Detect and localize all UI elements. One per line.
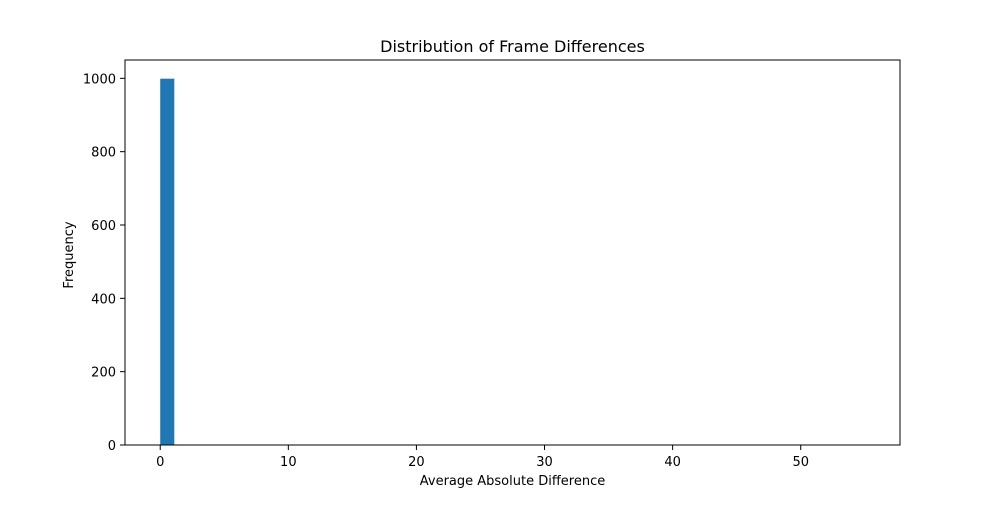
x-axis-ticks: 0 10 20 30 40 50 [156, 445, 809, 470]
x-tick-label: 50 [792, 455, 809, 470]
bars-layer [160, 78, 175, 445]
y-tick-label: 0 [108, 439, 116, 454]
x-tick-label: 0 [156, 455, 164, 470]
y-tick-label: 200 [91, 366, 116, 381]
plot-area-frame [124, 59, 901, 446]
y-tick-label: 1000 [83, 72, 116, 87]
x-tick-label: 40 [664, 455, 681, 470]
x-axis-label: Average Absolute Difference [420, 474, 606, 489]
y-axis-label: Frequency [62, 221, 77, 288]
x-tick-label: 20 [408, 455, 425, 470]
y-tick-label: 600 [91, 219, 116, 234]
y-tick-label: 400 [91, 292, 116, 307]
x-tick-label: 10 [280, 455, 297, 470]
y-tick-label: 800 [91, 146, 116, 161]
y-axis-ticks: 0 200 400 600 800 1000 [83, 72, 125, 454]
chart-title: Distribution of Frame Differences [380, 37, 645, 56]
histogram-bar [160, 78, 175, 445]
x-tick-label: 30 [536, 455, 553, 470]
